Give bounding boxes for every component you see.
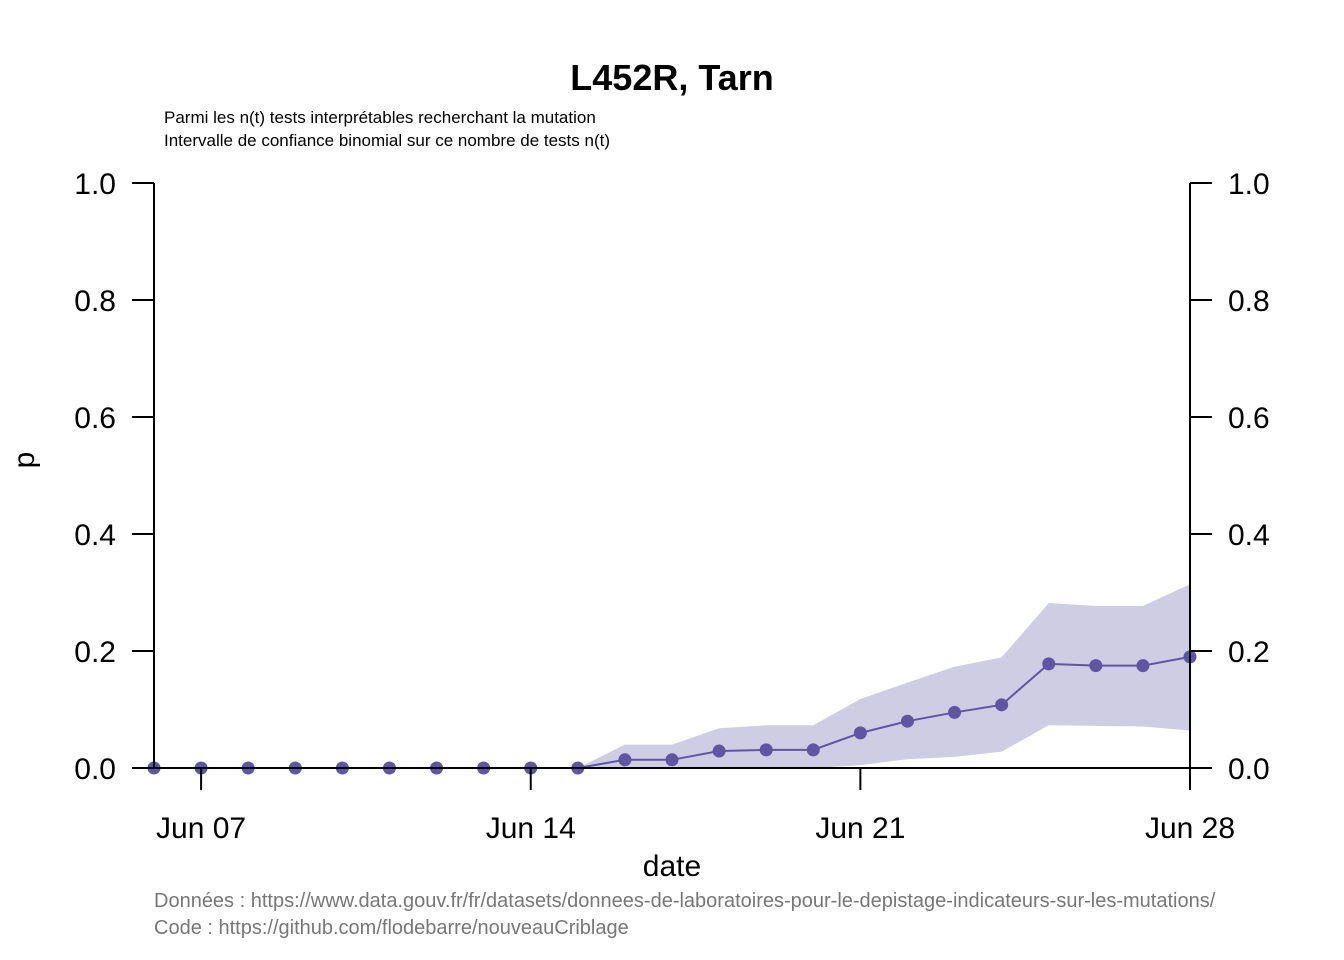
data-point [806,743,820,757]
y-tick-label-right: 0.4 [1228,519,1270,552]
data-point [995,698,1009,712]
data-point [1089,659,1103,673]
x-tick-label: Jun 14 [486,812,576,845]
x-tick-label: Jun 07 [156,812,246,845]
y-tick-label-right: 0.0 [1228,753,1270,786]
y-tick-label-left: 0.2 [74,636,116,669]
data-point [618,753,632,767]
axes-layer: 0.0 0.0 0.2 0.2 0.4 0.4 0.6 0.6 0.8 0.8 1.0 1.0 Jun … [74,168,1269,845]
chart-title: L452R, Tarn [570,57,773,98]
data-point [1042,657,1056,671]
y-tick-label-left: 0.4 [74,519,116,552]
series-points-layer [147,650,1197,775]
y-tick-label-right: 1.0 [1228,168,1270,201]
y-tick-label-right: 0.8 [1228,285,1270,318]
confidence-band [154,584,1190,768]
data-point [1136,659,1150,673]
data-point [948,705,962,719]
data-source-caption: Données : https://www.data.gouv.fr/fr/da… [154,890,1216,912]
data-point [759,743,773,757]
y-tick-label-right: 0.6 [1228,402,1270,435]
y-tick-label-left: 0.6 [74,402,116,435]
chart-subtitle-line-1: Parmi les n(t) tests interprétables rech… [164,108,596,127]
y-tick-label-left: 0.8 [74,285,116,318]
data-point [712,744,726,758]
x-tick-label: Jun 28 [1145,812,1235,845]
code-source-caption: Code : https://github.com/flodebarre/nou… [154,917,629,939]
confidence-band-layer [154,584,1190,768]
y-tick-label-left: 1.0 [74,168,116,201]
data-point [900,714,914,728]
chart-subtitle-line-2: Intervalle de confiance binomial sur ce … [164,131,610,150]
y-axis-label: p [8,452,41,469]
data-point [665,753,679,767]
x-axis-label: date [643,850,701,883]
y-tick-label-left: 0.0 [74,753,116,786]
x-tick-label: Jun 21 [815,812,905,845]
y-tick-label-right: 0.2 [1228,636,1270,669]
data-point [853,726,867,740]
